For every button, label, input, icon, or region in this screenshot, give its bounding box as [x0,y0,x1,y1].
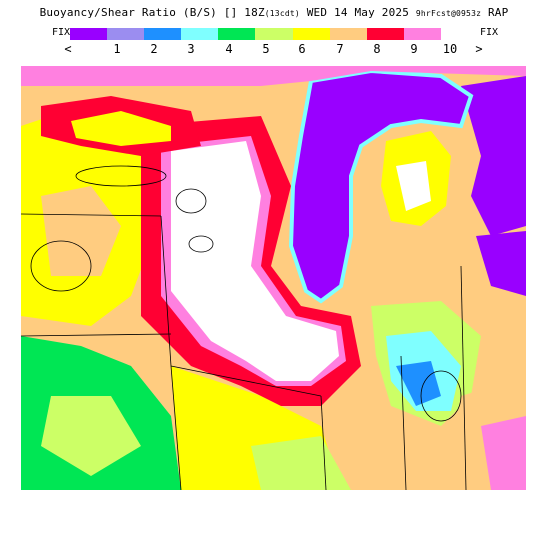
fix-label-left: FIX [52,27,71,38]
color-scale-segment [255,28,293,40]
color-scale-segment [403,28,441,40]
valid-time: 18Z [244,6,265,19]
lake-michigan [291,71,471,301]
field-north-strip [21,66,526,86]
field-lightgreen-south [251,436,351,490]
tick-label: 4 [225,42,233,56]
field-lightgreen-southwest [41,396,141,476]
field-orange-west [41,186,121,276]
map-svg [21,66,526,490]
field-white-core [171,141,339,381]
tick-label: 2 [150,42,158,56]
color-scale-bar [70,28,441,40]
chart-title: Buoyancy/Shear Ratio (B/S) [] 18Z(13cdt)… [0,6,548,19]
forecast-info: 9hrFcst@0953z [415,9,482,18]
contours [30,165,462,422]
tick-under: < [64,42,72,56]
color-scale-segment [107,28,145,40]
lake-erie [476,231,526,296]
tick-label: 6 [298,42,306,56]
title-separator: [] [223,6,238,19]
valid-date: WED 14 May 2025 [306,6,410,19]
model-name: RAP [487,6,509,19]
lake-michigan-shore [288,68,474,304]
color-scale-segment [292,28,330,40]
local-time: (13cdt) [264,9,300,18]
tick-label: 10 [442,42,458,56]
state-boundaries [21,213,467,490]
color-scale-segment [366,28,404,40]
field-michigan-white [396,161,431,211]
field-pink-southeast [481,416,526,490]
tick-label: 8 [373,42,381,56]
color-scale-segment [218,28,256,40]
tick-label: 1 [113,42,121,56]
tick-label: 9 [410,42,418,56]
lake-huron [461,76,526,236]
color-scale-segment [144,28,182,40]
product-name: Buoyancy/Shear Ratio (B/S) [39,6,217,19]
fix-label-right: FIX [480,27,499,38]
tick-over: > [475,42,483,56]
tick-label: 7 [336,42,344,56]
color-scale-segment [70,28,108,40]
field-north-yellow [71,111,171,146]
field-blue-east [396,361,441,406]
color-scale-ticks: <1 2 3 4 5 6 7 8 9 10 > [60,42,490,56]
tick-label: 3 [187,42,195,56]
map-panel [21,66,526,490]
color-scale-segment [181,28,219,40]
tick-label: 5 [262,42,270,56]
color-scale-segment [329,28,367,40]
